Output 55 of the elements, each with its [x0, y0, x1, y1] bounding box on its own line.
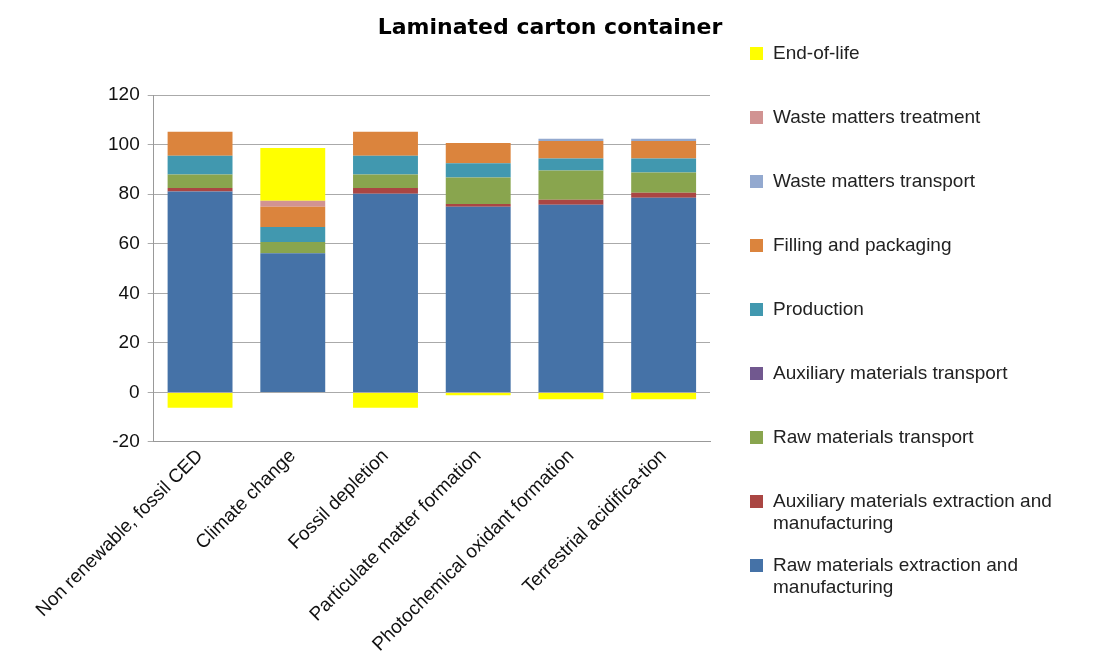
- bar: [353, 392, 418, 408]
- bar: [167, 191, 233, 392]
- bar: [260, 148, 326, 201]
- legend-label: Raw materials transport: [773, 426, 974, 448]
- bar: [260, 200, 326, 207]
- bar: [631, 172, 697, 193]
- y-tick-label: 80: [118, 182, 140, 204]
- bar: [631, 192, 697, 198]
- bar: [538, 170, 604, 200]
- bar: [445, 392, 511, 396]
- legend-label: Waste matters treatment: [773, 106, 981, 128]
- bar: [260, 227, 326, 242]
- bar: [538, 158, 604, 171]
- bar: [260, 241, 326, 254]
- bar: [445, 143, 511, 164]
- bar: [445, 204, 511, 207]
- bar: [353, 131, 418, 156]
- bar: [353, 193, 418, 392]
- chart-title: Laminated carton container: [376, 14, 724, 39]
- bar: [353, 155, 418, 175]
- legend-label: Raw materials extraction and manufacturing: [773, 554, 1019, 598]
- bar: [260, 253, 326, 392]
- legend-label: Production: [773, 298, 864, 320]
- bar: [631, 138, 697, 142]
- bar: [353, 187, 418, 194]
- legend-label: End-of-life: [773, 42, 860, 64]
- bar: [167, 131, 233, 156]
- bar: [445, 163, 511, 178]
- bar: [538, 199, 604, 205]
- bar: [538, 392, 604, 400]
- legend-label: Waste matters transport: [773, 170, 976, 192]
- bar: [538, 204, 604, 392]
- y-tick-label: 0: [129, 380, 140, 402]
- bar: [445, 206, 511, 392]
- y-tick-label: 40: [118, 281, 140, 303]
- bar: [353, 174, 418, 188]
- bar: [631, 392, 697, 400]
- bar: [631, 197, 697, 392]
- bar: [538, 141, 604, 159]
- legend-label: Auxiliary materials extraction and manufacturing: [773, 490, 1053, 534]
- bar: [260, 206, 326, 228]
- bar: [167, 155, 233, 175]
- legend-label: Auxiliary materials transport: [773, 362, 1008, 384]
- y-tick-label: -20: [112, 430, 140, 452]
- bar: [167, 174, 233, 188]
- bar: [167, 392, 233, 408]
- bar: [631, 141, 697, 159]
- y-tick-label: 60: [118, 231, 140, 253]
- legend-label: Filling and packaging: [773, 234, 952, 256]
- bar: [631, 158, 697, 173]
- bar: [445, 177, 511, 205]
- y-tick-label: 120: [108, 83, 140, 105]
- bar: [538, 138, 604, 142]
- y-tick-label: 100: [108, 132, 140, 154]
- y-tick-label: 20: [118, 331, 140, 353]
